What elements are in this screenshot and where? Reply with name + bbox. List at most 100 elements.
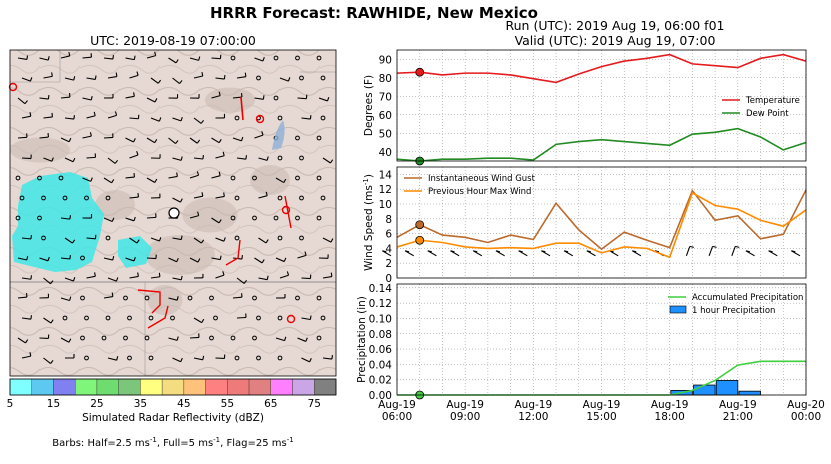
x-tick-date: Aug-19 — [378, 399, 416, 411]
x-tick-date: Aug-19 — [515, 399, 553, 411]
x-tick-time: 18:00 — [655, 411, 685, 423]
colorbar-swatch — [75, 379, 97, 395]
colorbar-swatch — [32, 379, 54, 395]
legend-label: Temperature — [745, 96, 800, 106]
y-tick-label: 0.12 — [369, 298, 392, 310]
wind-barb — [791, 251, 800, 256]
colorbar-swatch — [119, 379, 141, 395]
x-tick-time: 00:00 — [791, 411, 821, 423]
current-marker — [416, 68, 424, 76]
wind-barb — [496, 251, 505, 256]
colorbar-swatch — [293, 379, 315, 395]
y-axis-label: Degrees (F) — [363, 75, 375, 136]
legend-swatch — [670, 306, 686, 313]
wind-barb — [769, 251, 778, 256]
y-tick-label: 6 — [385, 229, 392, 241]
panel-temperature: 40 50 60 70 80 90 Degrees (F) Temperature Dew Po… — [363, 50, 806, 165]
x-tick-date: Aug-19 — [719, 399, 757, 411]
wind-barb — [541, 251, 550, 256]
y-tick-label: 2 — [385, 258, 392, 270]
y-axis-label: Wind Speed (ms-1) — [362, 174, 375, 271]
colorbar-swatch — [314, 379, 336, 395]
colorbar-tick: 45 — [177, 398, 190, 410]
colorbar-tick: 5 — [7, 398, 14, 410]
wind-barb — [519, 251, 528, 256]
panel-precipitation: 0.000.020.040.060.080.100.120.14Precipit… — [356, 283, 806, 402]
colorbar-swatch — [97, 379, 119, 395]
wind-barb — [587, 251, 596, 256]
x-tick-time: 21:00 — [723, 411, 753, 423]
x-tick-date: Aug-20 — [787, 399, 825, 411]
legend: Temperature Dew Point — [722, 96, 800, 119]
colorbar-tick: 15 — [47, 398, 60, 410]
wind-barb — [709, 246, 716, 255]
time-axis-labels: Aug-1906:00Aug-1909:00Aug-1912:00Aug-191… — [378, 399, 825, 423]
current-marker — [416, 221, 424, 229]
colorbar-tick: 25 — [90, 398, 103, 410]
precip-bar — [694, 385, 716, 395]
precip-bar — [739, 391, 761, 395]
legend-label: Dew Point — [746, 109, 789, 119]
y-tick-label: 50 — [379, 128, 392, 140]
wind-barb — [746, 251, 755, 256]
radar-map — [0, 0, 336, 376]
wind-barb — [564, 251, 573, 256]
meteogram-panels: 40 50 60 70 80 90 Degrees (F) Temperature Dew Po… — [356, 50, 806, 402]
y-tick-label: 0.14 — [369, 283, 393, 295]
y-tick-label: 10 — [379, 199, 392, 211]
colorbar-swatch — [227, 379, 249, 395]
y-tick-label: 0.06 — [369, 344, 393, 356]
site-marker — [169, 208, 179, 218]
colorbar-swatch — [249, 379, 271, 395]
y-tick-label: 80 — [379, 73, 392, 85]
barbs-note: Barbs: Half=2.5 ms-1, Full=5 ms-1, Flag=… — [52, 436, 293, 449]
y-tick-label: 14 — [379, 169, 393, 181]
wind-barb — [610, 251, 619, 256]
mountain-shade — [145, 235, 215, 275]
colorbar-tick: 35 — [134, 398, 147, 410]
map-title: UTC: 2019-08-19 07:00:00 — [90, 33, 256, 48]
colorbar-tick: 65 — [264, 398, 277, 410]
legend-label: Previous Hour Max Wind — [428, 187, 531, 197]
x-tick-time: 12:00 — [518, 411, 548, 423]
x-tick-time: 09:00 — [450, 411, 480, 423]
run-line: Run (UTC): 2019 Aug 19, 06:00 f01 — [506, 18, 725, 33]
y-tick-label: 12 — [379, 184, 392, 196]
legend: Instantaneous Wind Gust Previous Hour Max… — [404, 174, 536, 197]
x-tick-time: 06:00 — [382, 411, 412, 423]
y-tick-label: 40 — [379, 147, 392, 159]
y-tick-label: 0.08 — [369, 329, 392, 341]
y-tick-label: 90 — [379, 54, 392, 66]
colorbar-swatch — [140, 379, 162, 395]
y-tick-label: 60 — [379, 110, 392, 122]
colorbar-swatch — [10, 379, 32, 395]
series-line — [397, 193, 806, 257]
precip-bar — [716, 380, 738, 395]
x-tick-time: 15:00 — [586, 411, 616, 423]
colorbar-swatch — [184, 379, 206, 395]
mountain-shade — [250, 165, 290, 195]
valid-line: Valid (UTC): 2019 Aug 19, 07:00 — [515, 33, 716, 48]
legend-label: Instantaneous Wind Gust — [428, 174, 536, 184]
colorbar-swatch — [206, 379, 228, 395]
y-tick-label: 70 — [379, 91, 392, 103]
x-tick-date: Aug-19 — [651, 399, 689, 411]
x-tick-date: Aug-19 — [583, 399, 621, 411]
legend-label: 1 hour Precipitation — [692, 306, 775, 316]
x-tick-date: Aug-19 — [446, 399, 484, 411]
y-tick-label: 0.02 — [369, 375, 392, 387]
current-marker — [416, 236, 424, 244]
mountain-shade — [205, 88, 255, 113]
wind-barb — [451, 251, 460, 256]
colorbar-swatch — [271, 379, 293, 395]
wind-barb — [428, 251, 437, 256]
wind-barb — [732, 246, 739, 255]
colorbar-label: Simulated Radar Reflectivity (dBZ) — [82, 412, 264, 424]
colorbar-tick: 75 — [308, 398, 321, 410]
y-tick-label: 8 — [385, 214, 392, 226]
colorbar-swatch — [162, 379, 184, 395]
series-line — [397, 190, 806, 249]
